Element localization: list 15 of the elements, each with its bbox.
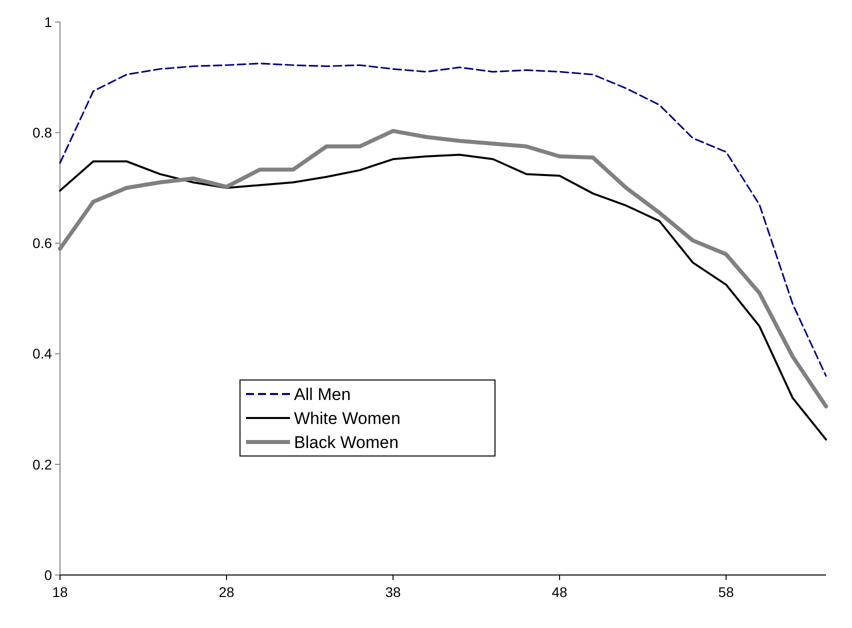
y-tick-label: 0.8 bbox=[32, 124, 52, 140]
x-tick-label: 48 bbox=[552, 584, 568, 600]
legend-label: White Women bbox=[294, 408, 400, 428]
x-tick-label: 28 bbox=[218, 584, 235, 600]
x-tick-label: 18 bbox=[52, 584, 68, 600]
legend-label: All Men bbox=[294, 384, 351, 404]
y-tick-label: 0.4 bbox=[32, 346, 52, 362]
y-tick-label: 0.6 bbox=[32, 235, 52, 252]
x-tick-label: 38 bbox=[385, 584, 402, 600]
legend-label: Black Women bbox=[294, 432, 399, 452]
y-tick-label: 0 bbox=[44, 566, 52, 583]
line-series bbox=[59, 62, 827, 377]
y-tick-label: 0.2 bbox=[32, 456, 52, 472]
x-tick-label: 58 bbox=[718, 584, 734, 600]
y-tick-label: 1 bbox=[44, 14, 52, 30]
